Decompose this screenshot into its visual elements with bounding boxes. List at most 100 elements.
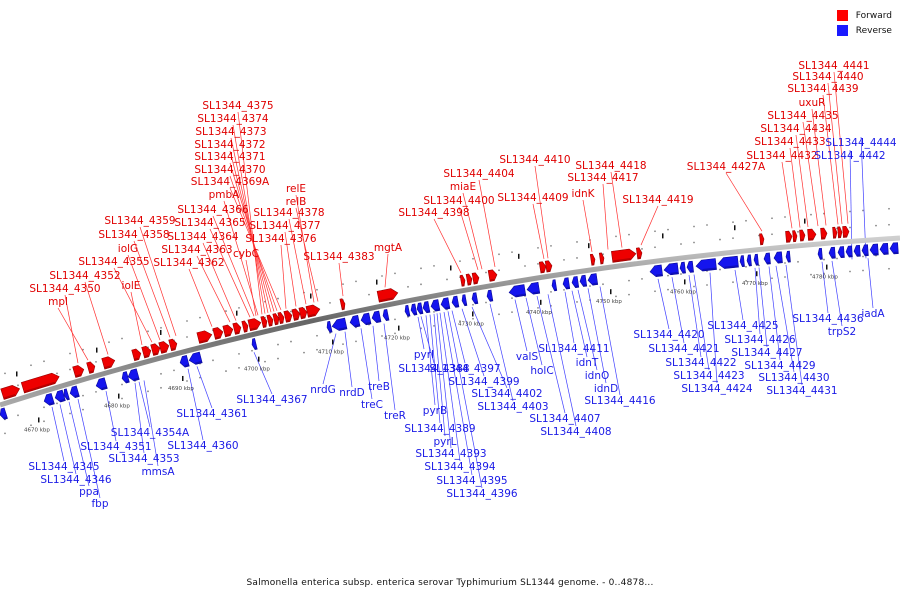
gene-label[interactable]: SL1344_4404 xyxy=(443,168,515,180)
gene-label[interactable]: SL1344_4360 xyxy=(167,440,238,452)
gene-label[interactable]: SL1344_4411 xyxy=(538,343,609,355)
gene-label[interactable]: SL1344_4427 xyxy=(731,347,802,359)
reverse-gene[interactable] xyxy=(54,389,66,403)
gene-label[interactable]: SL1344_4417 xyxy=(567,172,638,184)
gene-label[interactable]: SL1344_4378 xyxy=(253,207,324,219)
reverse-gene[interactable] xyxy=(861,244,869,257)
reverse-gene[interactable] xyxy=(746,254,752,267)
reverse-gene[interactable] xyxy=(461,294,468,307)
gene-label[interactable]: SL1344_4345 xyxy=(28,461,99,473)
gene-label[interactable]: SL1344_4435 xyxy=(767,110,838,122)
gene-label[interactable]: SL1344_4418 xyxy=(575,160,646,172)
forward-gene[interactable] xyxy=(459,274,466,287)
gene-label[interactable]: treR xyxy=(384,410,406,422)
gene-label[interactable]: SL1344_4372 xyxy=(194,139,265,151)
forward-gene[interactable] xyxy=(232,322,242,335)
forward-gene[interactable] xyxy=(807,228,817,241)
reverse-gene[interactable] xyxy=(422,301,431,314)
gene-label[interactable]: ppa xyxy=(79,486,99,498)
gene-label[interactable]: SL1344_4396 xyxy=(446,488,518,500)
gene-label[interactable]: SL1344_4375 xyxy=(202,100,273,112)
gene-label[interactable]: miaE xyxy=(450,181,476,193)
gene-label[interactable]: pyrB xyxy=(423,405,447,417)
gene-label[interactable]: mpl xyxy=(48,296,68,308)
gene-label[interactable]: SL1344_4383 xyxy=(303,251,374,263)
gene-label[interactable]: SL1344_4354A xyxy=(111,427,190,439)
reverse-gene[interactable] xyxy=(837,246,845,259)
gene-label[interactable]: SL1344_4373 xyxy=(195,126,266,138)
gene-label[interactable]: uxuR xyxy=(799,97,826,109)
reverse-gene[interactable] xyxy=(845,245,853,258)
gene-label[interactable]: fbp xyxy=(91,498,108,510)
gene-label[interactable]: SL1344_4442 xyxy=(814,150,885,162)
gene-label[interactable]: mmsA xyxy=(141,466,175,478)
reverse-gene[interactable] xyxy=(430,299,441,312)
gene-label[interactable]: SL1344_4426 xyxy=(724,334,796,346)
forward-gene[interactable] xyxy=(538,261,547,274)
gene-label[interactable]: SL1344_4432 xyxy=(746,150,817,162)
gene-label[interactable]: SL1344_4434 xyxy=(760,123,832,135)
reverse-gene[interactable] xyxy=(188,351,203,366)
forward-gene[interactable] xyxy=(72,364,86,378)
gene-label[interactable]: SL1344_4427A xyxy=(687,161,766,173)
gene-label[interactable]: nrdD xyxy=(339,387,365,399)
forward-gene[interactable] xyxy=(792,230,798,243)
gene-label[interactable]: SL1344_4363 xyxy=(161,244,232,256)
gene-label[interactable]: SL1344_4394 xyxy=(424,461,496,473)
reverse-gene[interactable] xyxy=(717,255,739,269)
gene-label[interactable]: iolG xyxy=(118,243,138,255)
forward-gene[interactable] xyxy=(785,230,793,243)
gene-label[interactable]: SL1344_4436 xyxy=(792,313,864,325)
reverse-gene[interactable] xyxy=(828,246,836,259)
forward-gene[interactable] xyxy=(635,247,643,260)
gene-label[interactable]: mgtA xyxy=(374,242,403,254)
gene-label[interactable]: SL1344_4366 xyxy=(177,204,249,216)
reverse-gene[interactable] xyxy=(551,279,558,292)
reverse-gene[interactable] xyxy=(763,252,771,265)
forward-gene[interactable] xyxy=(598,252,605,265)
reverse-gene[interactable] xyxy=(817,247,823,260)
reverse-gene[interactable] xyxy=(121,371,130,384)
reverse-gene[interactable] xyxy=(382,309,390,322)
reverse-gene[interactable] xyxy=(663,262,679,276)
gene-label[interactable]: SL1344_4361 xyxy=(176,408,247,420)
forward-gene[interactable] xyxy=(305,304,321,318)
forward-gene[interactable] xyxy=(339,298,346,311)
gene-label[interactable]: SL1344_4364 xyxy=(167,231,239,243)
reverse-gene[interactable] xyxy=(410,303,418,316)
forward-gene[interactable] xyxy=(799,229,806,242)
gene-label[interactable]: SL1344_4425 xyxy=(707,320,778,332)
gene-label[interactable]: SL1344_4362 xyxy=(153,257,224,269)
reverse-gene[interactable] xyxy=(579,274,588,287)
reverse-gene[interactable] xyxy=(587,273,599,286)
forward-gene[interactable] xyxy=(277,312,285,325)
reverse-gene[interactable] xyxy=(785,250,791,263)
reverse-gene[interactable] xyxy=(451,295,460,308)
reverse-gene[interactable] xyxy=(331,317,348,332)
reverse-gene[interactable] xyxy=(486,289,494,302)
gene-label[interactable]: SL1344_4358 xyxy=(98,229,169,241)
reverse-gene[interactable] xyxy=(695,258,717,272)
forward-gene[interactable] xyxy=(272,313,280,326)
reverse-gene[interactable] xyxy=(63,388,70,401)
gene-label[interactable]: SL1344_4420 xyxy=(633,329,704,341)
gene-label[interactable]: SL1344_4398 xyxy=(398,207,469,219)
reverse-gene[interactable] xyxy=(571,276,580,289)
gene-label[interactable]: SL1344_4395 xyxy=(436,475,507,487)
reverse-gene[interactable] xyxy=(349,314,361,328)
gene-label[interactable]: SL1344_4407 xyxy=(529,413,600,425)
forward-gene[interactable] xyxy=(487,269,498,282)
gene-label[interactable]: SL1344_4388 xyxy=(398,363,469,375)
gene-label[interactable]: idnD xyxy=(594,383,618,395)
gene-label[interactable]: SL1344_4429 xyxy=(744,360,815,372)
gene-label[interactable]: idnK xyxy=(571,188,595,200)
reverse-gene[interactable] xyxy=(251,338,258,350)
reverse-gene[interactable] xyxy=(879,242,889,255)
reverse-gene[interactable] xyxy=(95,377,108,391)
forward-gene[interactable] xyxy=(158,340,171,354)
gene-label[interactable]: idnO xyxy=(585,370,610,382)
gene-label[interactable]: SL1344_4433 xyxy=(754,136,825,148)
gene-label[interactable]: SL1344_4409 xyxy=(497,192,568,204)
forward-gene[interactable] xyxy=(86,361,97,374)
forward-gene[interactable] xyxy=(820,227,828,240)
